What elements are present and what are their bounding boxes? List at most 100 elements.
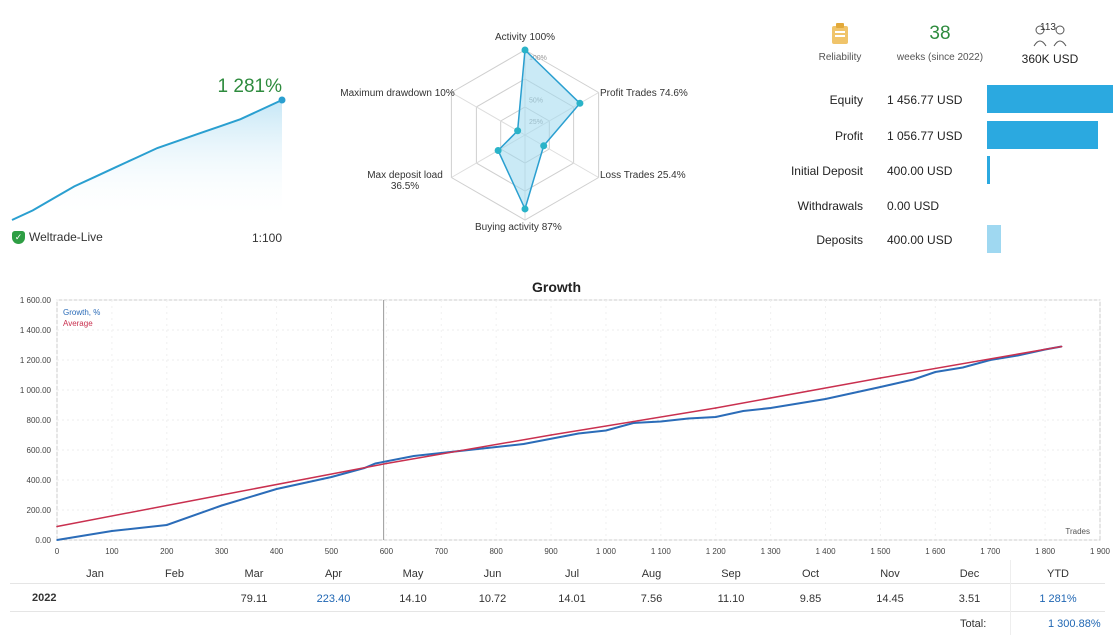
radar-label-loss-trades: Loss Trades 25.4% <box>600 170 686 181</box>
balance-label: Deposits <box>816 233 863 247</box>
sparkline-line <box>11 99 283 221</box>
radar-ring-label: 100% <box>529 55 547 62</box>
series-point <box>912 378 915 381</box>
series-line <box>56 345 1062 541</box>
month-header: Apr <box>324 568 343 580</box>
radar-svg: 100%50%25% <box>450 46 600 221</box>
x-tick-label: 1 500 <box>870 547 891 556</box>
leverage: 1:100 <box>252 231 283 245</box>
series-point <box>550 434 552 436</box>
y-tick-label: 600.00 <box>27 446 52 455</box>
month-header: Aug <box>641 568 662 580</box>
broker-row[interactable]: ✓ Weltrade-Live <box>12 230 103 244</box>
month-value[interactable]: 9.85 <box>799 593 822 605</box>
radar-point <box>494 147 502 155</box>
series-point <box>577 432 580 435</box>
radar-spoke <box>451 92 526 136</box>
balance-label: Profit <box>834 129 863 143</box>
radar-point <box>521 46 529 54</box>
series-point <box>934 371 937 373</box>
balance-row-initial-deposit: Initial Deposit 400.00 USD <box>775 156 1113 186</box>
month-value[interactable]: 79.11 <box>240 593 268 605</box>
series-point <box>605 429 607 432</box>
x-tick-label: 1 000 <box>596 547 617 556</box>
x-tick-label: 800 <box>489 547 503 556</box>
balance-label: Withdrawals <box>797 199 863 213</box>
series-point <box>742 410 744 412</box>
month-header: Sep <box>721 568 741 580</box>
radar-chart: 100%50%25% Activity 100% Profit Trades 7… <box>335 30 715 245</box>
x-tick-label: 1 600 <box>925 547 946 556</box>
balance-label: Equity <box>829 93 863 107</box>
x-tick-label: 1 400 <box>816 547 837 556</box>
series-point <box>879 386 882 388</box>
month-value[interactable]: 3.51 <box>958 593 981 605</box>
month-value[interactable]: 10.72 <box>478 593 507 605</box>
balances-panel: Equity 1 456.77 USD Profit 1 056.77 USD … <box>775 85 1113 260</box>
balance-bar <box>987 156 990 184</box>
weeks-caption: weeks (since 2022) <box>896 52 984 63</box>
month-value[interactable]: 14.45 <box>876 593 904 605</box>
series-point <box>769 407 772 409</box>
reliability-stat[interactable]: Reliability <box>790 20 890 63</box>
series-point <box>220 494 223 496</box>
balance-row-profit: Profit 1 056.77 USD <box>775 121 1113 151</box>
series-point <box>687 417 690 420</box>
month-header: May <box>402 568 424 580</box>
balance-value: 0.00 USD <box>887 199 940 213</box>
x-tick-label: 900 <box>544 547 558 556</box>
subscribers-stat[interactable]: 113 360K USD <box>1000 20 1100 66</box>
balance-value: 400.00 USD <box>887 164 953 178</box>
total-label: Total: <box>960 618 987 630</box>
x-tick-label: 100 <box>105 547 119 556</box>
series-point <box>374 462 377 465</box>
total-value: 1 300.88% <box>1048 618 1101 630</box>
month-value[interactable]: 11.10 <box>717 593 745 605</box>
total-gain: 1 281% <box>217 76 282 97</box>
growth-chart-title: Growth <box>532 279 581 295</box>
month-value[interactable]: 14.10 <box>399 593 427 605</box>
reliability-caption: Reliability <box>818 52 862 63</box>
radar-label-deposit-load: Max deposit load 36.5% <box>367 170 443 192</box>
monthly-returns-table: 2022 Jan Feb Mar 79.11 Apr 223.40 May 14.10 Jun 1… <box>0 560 1113 635</box>
y-tick-label: 800.00 <box>27 416 52 425</box>
series-point <box>330 476 333 478</box>
balance-bar <box>987 85 1113 113</box>
y-tick-label: 400.00 <box>27 476 52 485</box>
balance-row-deposits: Deposits 400.00 USD <box>775 225 1113 255</box>
month-header: Jan <box>86 568 104 580</box>
month-value[interactable]: 14.01 <box>558 593 586 605</box>
radar-label-buying-activity: Buying activity 87% <box>475 222 562 233</box>
verified-shield-icon: ✓ <box>12 230 25 244</box>
balance-bar <box>987 121 1098 149</box>
balance-label: Initial Deposit <box>790 164 863 178</box>
month-header: Oct <box>801 568 820 580</box>
x-tick-label: 0 <box>55 547 60 556</box>
radar-point <box>514 127 522 135</box>
subscribers-icon: 113 <box>1000 20 1100 48</box>
month-header: Mar <box>244 568 264 580</box>
radar-label-profit-trades: Profit Trades 74.6% <box>600 88 688 99</box>
month-value[interactable]: 223.40 <box>316 593 351 605</box>
ytd-separator <box>1010 560 1011 635</box>
month-value[interactable]: 1 281% <box>1039 593 1077 605</box>
x-tick-label: 1 100 <box>651 547 672 556</box>
month-value[interactable]: 7.56 <box>640 593 663 605</box>
y-tick-label: 1 000.00 <box>20 386 52 395</box>
growth-chart[interactable]: 0.00 200.00 400.00 600.00 800.00 1 000.00 1 20… <box>0 295 1113 560</box>
y-tick-label: 200.00 <box>27 506 52 515</box>
series-point <box>56 525 58 528</box>
series-point <box>1060 345 1063 348</box>
year-label: 2022 <box>32 592 57 604</box>
radar-point <box>521 205 529 213</box>
x-tick-label: 1 200 <box>706 547 727 556</box>
series-point <box>660 420 662 423</box>
balance-value: 1 056.77 USD <box>887 129 963 143</box>
series-point <box>797 402 799 405</box>
x-tick-label: 400 <box>270 547 284 556</box>
sparkline-area <box>12 100 282 220</box>
gain-summary: 1 281% ✓ Weltrade-Live 1:100 <box>0 60 300 255</box>
series-point <box>385 462 388 465</box>
funds-value: 360K USD <box>1021 52 1079 66</box>
series-point <box>879 377 882 379</box>
